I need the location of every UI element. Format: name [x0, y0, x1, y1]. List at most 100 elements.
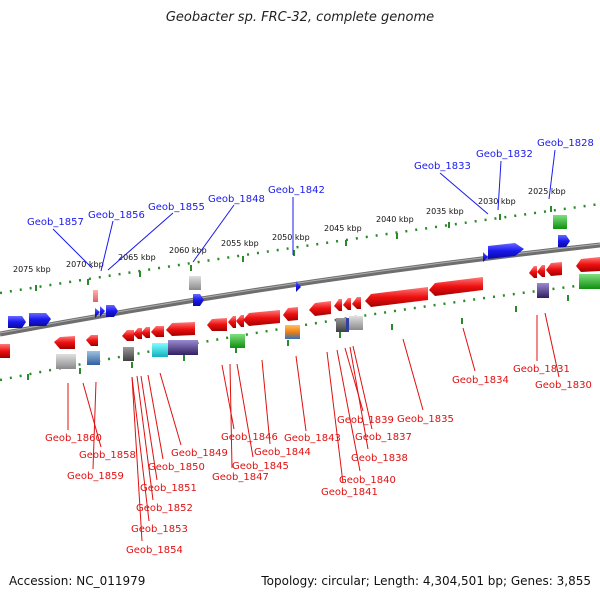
reverse-gene-label[interactable]: Geob_1835 — [397, 414, 454, 425]
reverse-gene-label[interactable]: Geob_1839 — [337, 415, 394, 426]
pseudo-feature[interactable] — [152, 343, 168, 357]
reverse-gene-label[interactable]: Geob_1831 — [513, 364, 570, 375]
pseudo-feature[interactable] — [168, 340, 198, 355]
forward-gene-label[interactable]: Geob_1842 — [268, 185, 325, 196]
forward-gene-label[interactable]: Geob_1857 — [27, 217, 84, 228]
forward-gene[interactable] — [193, 294, 204, 306]
pseudo-feature[interactable] — [346, 318, 349, 332]
pseudo-feature[interactable] — [230, 334, 245, 348]
forward-gene[interactable] — [106, 305, 118, 317]
forward-gene[interactable] — [488, 243, 524, 259]
reverse-gene-label[interactable]: Geob_1853 — [131, 524, 188, 535]
forward-label-leader — [100, 220, 114, 272]
scale-tick-label: 2065 kbp — [118, 253, 156, 262]
reverse-gene[interactable] — [86, 335, 98, 346]
forward-gene-label[interactable]: Geob_1856 — [88, 210, 145, 221]
reverse-gene[interactable] — [309, 301, 331, 316]
reverse-gene-label[interactable]: Geob_1859 — [67, 471, 124, 482]
reverse-gene[interactable] — [236, 315, 244, 327]
forward-gene-label[interactable]: Geob_1833 — [414, 161, 471, 172]
scale-tick-label: 2035 kbp — [426, 207, 464, 216]
reverse-label-leader — [221, 364, 235, 430]
reverse-gene[interactable] — [151, 326, 164, 337]
reverse-label-leader — [131, 376, 150, 522]
map-title: Geobacter sp. FRC-32, complete genome — [165, 10, 435, 25]
reverse-gene-label[interactable]: Geob_1849 — [171, 448, 228, 459]
forward-gene[interactable] — [29, 313, 51, 326]
reverse-gene-label[interactable]: Geob_1834 — [452, 375, 509, 386]
forward-gene[interactable] — [8, 316, 26, 328]
reverse-gene-label[interactable]: Geob_1837 — [355, 432, 412, 443]
reverse-gene[interactable] — [576, 257, 600, 272]
reverse-label-leader — [229, 363, 233, 469]
pseudo-feature[interactable] — [285, 325, 300, 339]
reverse-gene[interactable] — [166, 322, 195, 336]
reverse-label-leader — [82, 382, 102, 448]
reverse-gene-label[interactable]: Geob_1851 — [140, 483, 197, 494]
forward-gene-labels: Geob_1857Geob_1856Geob_1855Geob_1848Geob… — [27, 138, 594, 272]
reverse-gene-label[interactable]: Geob_1840 — [339, 475, 396, 486]
forward-label-leader — [497, 160, 502, 211]
forward-gene[interactable] — [296, 281, 301, 292]
forward-gene-label[interactable]: Geob_1848 — [208, 194, 265, 205]
reverse-gene[interactable] — [54, 336, 75, 349]
reverse-gene-label[interactable]: Geob_1852 — [136, 503, 193, 514]
reverse-gene[interactable] — [283, 307, 298, 321]
reverse-gene-label[interactable]: Geob_1854 — [126, 545, 183, 556]
pseudo-feature[interactable] — [579, 274, 600, 289]
pseudo-feature[interactable] — [537, 283, 549, 298]
reverse-gene[interactable] — [365, 287, 428, 307]
reverse-gene[interactable] — [243, 310, 280, 326]
pseudo-feature[interactable] — [336, 318, 346, 332]
rna-feature[interactable] — [93, 290, 98, 302]
reverse-gene[interactable] — [352, 297, 361, 309]
reverse-gene[interactable] — [0, 344, 10, 358]
reverse-label-leader — [159, 372, 182, 446]
upper-ticks — [35, 206, 552, 291]
forward-gene[interactable] — [558, 235, 570, 247]
reverse-gene[interactable] — [529, 266, 537, 278]
reverse-gene-label[interactable]: Geob_1844 — [254, 447, 311, 458]
forward-gene[interactable] — [483, 252, 488, 262]
reverse-gene[interactable] — [343, 298, 351, 310]
reverse-gene-label[interactable]: Geob_1845 — [232, 461, 289, 472]
reverse-gene[interactable] — [122, 330, 134, 341]
reverse-gene[interactable] — [546, 262, 562, 276]
reverse-gene-label[interactable]: Geob_1847 — [212, 472, 269, 483]
forward-label-leader — [192, 204, 235, 263]
reverse-gene[interactable] — [207, 318, 227, 331]
reverse-gene[interactable] — [228, 316, 236, 328]
reverse-gene[interactable] — [537, 265, 545, 277]
forward-label-leader — [548, 149, 556, 200]
pseudo-feature[interactable] — [553, 215, 567, 229]
reverse-gene-label[interactable]: Geob_1838 — [351, 453, 408, 464]
pseudo-feature[interactable] — [349, 316, 363, 330]
reverse-gene[interactable] — [133, 328, 142, 339]
reverse-gene[interactable] — [141, 327, 150, 338]
reverse-gene-label[interactable]: Geob_1841 — [321, 487, 378, 498]
pseudo-feature[interactable] — [87, 351, 100, 365]
pseudo-feature[interactable] — [123, 347, 134, 361]
forward-label-leader — [439, 172, 489, 215]
reverse-label-leader — [136, 375, 154, 501]
scale-tick-label: 2040 kbp — [376, 215, 414, 224]
reverse-gene[interactable] — [429, 277, 483, 296]
reverse-label-leader — [326, 351, 344, 484]
pseudo-feature[interactable] — [56, 354, 76, 369]
forward-gene-label[interactable]: Geob_1828 — [537, 138, 594, 149]
reverse-gene-label[interactable]: Geob_1860 — [45, 433, 102, 444]
forward-gene-label[interactable]: Geob_1832 — [476, 149, 533, 160]
forward-gene-label[interactable]: Geob_1855 — [148, 202, 205, 213]
forward-gene[interactable] — [100, 306, 105, 317]
reverse-gene-label[interactable]: Geob_1843 — [284, 433, 341, 444]
forward-gene[interactable] — [95, 308, 100, 318]
reverse-gene-label[interactable]: Geob_1830 — [535, 380, 592, 391]
reverse-gene[interactable] — [334, 299, 342, 311]
scale-tick-labels: 2075 kbp 2070 kbp 2065 kbp 2060 kbp 2055 kbp… — [13, 187, 566, 274]
reverse-gene-label[interactable]: Geob_1858 — [79, 450, 136, 461]
scale-tick-label: 2055 kbp — [221, 239, 259, 248]
genome-backbone — [0, 242, 600, 337]
reverse-gene-label[interactable]: Geob_1850 — [148, 462, 205, 473]
reverse-label-leader — [402, 338, 424, 411]
pseudo-feature[interactable] — [189, 276, 201, 290]
